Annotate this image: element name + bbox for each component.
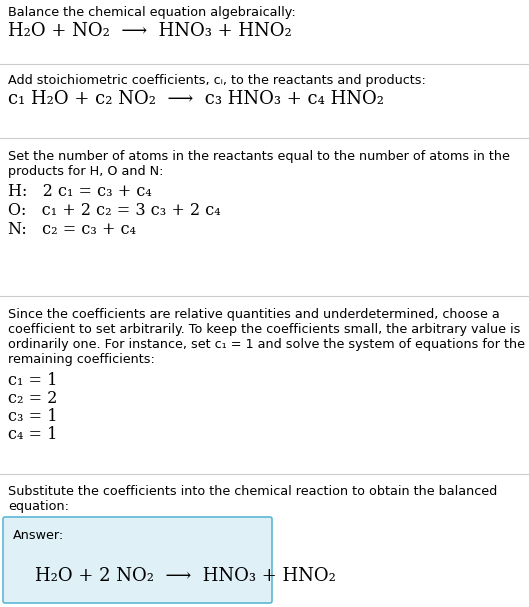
Text: Set the number of atoms in the reactants equal to the number of atoms in the: Set the number of atoms in the reactants… — [8, 150, 510, 163]
Text: c₁ = 1: c₁ = 1 — [8, 372, 57, 389]
Text: c₂ = 2: c₂ = 2 — [8, 390, 57, 407]
FancyBboxPatch shape — [3, 517, 272, 603]
Text: c₁ H₂O + c₂ NO₂  ⟶  c₃ HNO₃ + c₄ HNO₂: c₁ H₂O + c₂ NO₂ ⟶ c₃ HNO₃ + c₄ HNO₂ — [8, 90, 384, 108]
Text: Answer:: Answer: — [13, 529, 64, 542]
Text: H₂O + 2 NO₂  ⟶  HNO₃ + HNO₂: H₂O + 2 NO₂ ⟶ HNO₃ + HNO₂ — [35, 567, 336, 585]
Text: N:   c₂ = c₃ + c₄: N: c₂ = c₃ + c₄ — [8, 221, 136, 238]
Text: ordinarily one. For instance, set c₁ = 1 and solve the system of equations for t: ordinarily one. For instance, set c₁ = 1… — [8, 338, 525, 351]
Text: Since the coefficients are relative quantities and underdetermined, choose a: Since the coefficients are relative quan… — [8, 308, 500, 321]
Text: Substitute the coefficients into the chemical reaction to obtain the balanced: Substitute the coefficients into the che… — [8, 485, 497, 498]
Text: c₃ = 1: c₃ = 1 — [8, 408, 58, 425]
Text: coefficient to set arbitrarily. To keep the coefficients small, the arbitrary va: coefficient to set arbitrarily. To keep … — [8, 323, 521, 336]
Text: c₄ = 1: c₄ = 1 — [8, 426, 57, 443]
Text: H₂O + NO₂  ⟶  HNO₃ + HNO₂: H₂O + NO₂ ⟶ HNO₃ + HNO₂ — [8, 22, 292, 40]
Text: Balance the chemical equation algebraically:: Balance the chemical equation algebraica… — [8, 6, 296, 19]
Text: O:   c₁ + 2 c₂ = 3 c₃ + 2 c₄: O: c₁ + 2 c₂ = 3 c₃ + 2 c₄ — [8, 202, 221, 219]
Text: products for H, O and N:: products for H, O and N: — [8, 165, 163, 178]
Text: remaining coefficients:: remaining coefficients: — [8, 353, 155, 366]
Text: equation:: equation: — [8, 500, 69, 513]
Text: H:   2 c₁ = c₃ + c₄: H: 2 c₁ = c₃ + c₄ — [8, 183, 152, 200]
Text: Add stoichiometric coefficients, cᵢ, to the reactants and products:: Add stoichiometric coefficients, cᵢ, to … — [8, 74, 426, 87]
